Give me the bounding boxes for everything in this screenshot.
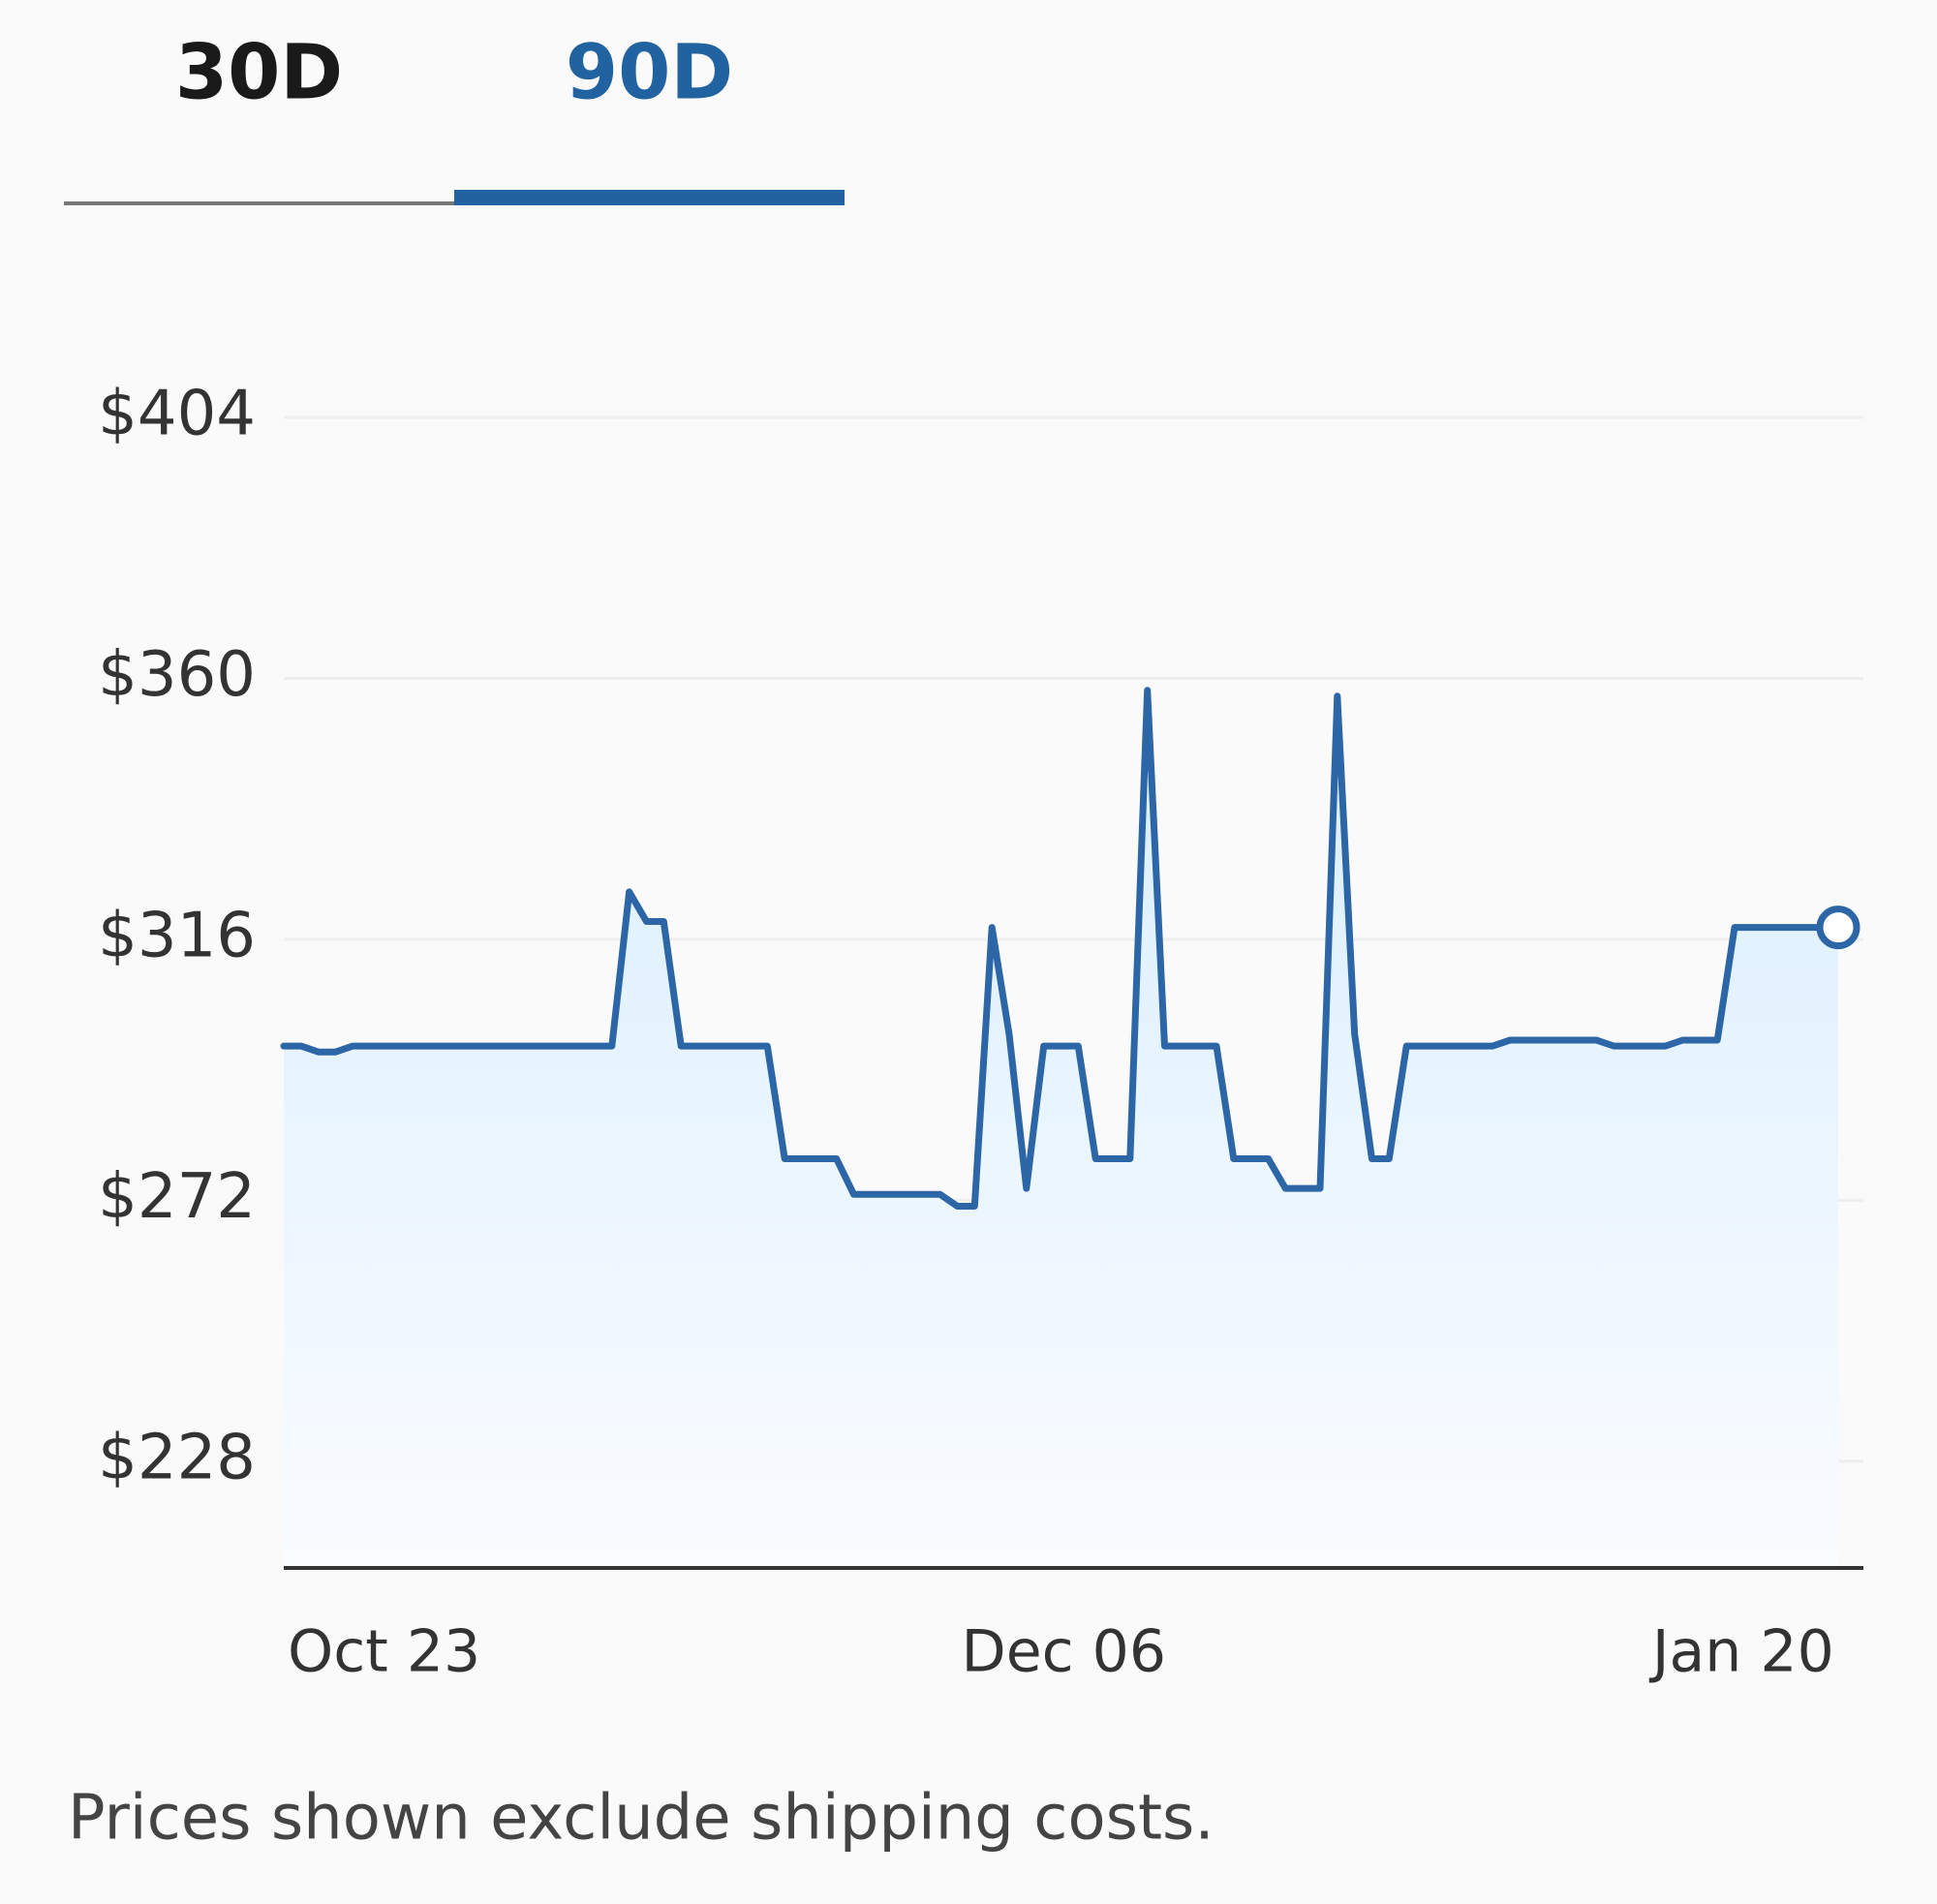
- tab-underline: [64, 201, 454, 205]
- price-area: [284, 690, 1838, 1568]
- current-price-marker: [1816, 906, 1860, 950]
- tab-label[interactable]: 30D: [175, 29, 343, 116]
- y-tick-label: $272: [98, 1161, 256, 1233]
- tab-label[interactable]: 90D: [566, 29, 733, 116]
- footnote: Prices shown exclude shipping costs.: [68, 1783, 1214, 1855]
- x-tick-label: Jan 20: [1648, 1618, 1834, 1686]
- y-tick-label: $228: [98, 1422, 256, 1493]
- y-tick-label: $360: [98, 639, 256, 711]
- x-tick-label: Oct 23: [288, 1618, 480, 1686]
- y-tick-label: $316: [98, 900, 256, 971]
- x-tick-label: Dec 06: [962, 1618, 1167, 1686]
- y-tick-label: $404: [98, 379, 256, 450]
- tab-underline-active: [454, 190, 845, 205]
- price-line: [280, 687, 1842, 1210]
